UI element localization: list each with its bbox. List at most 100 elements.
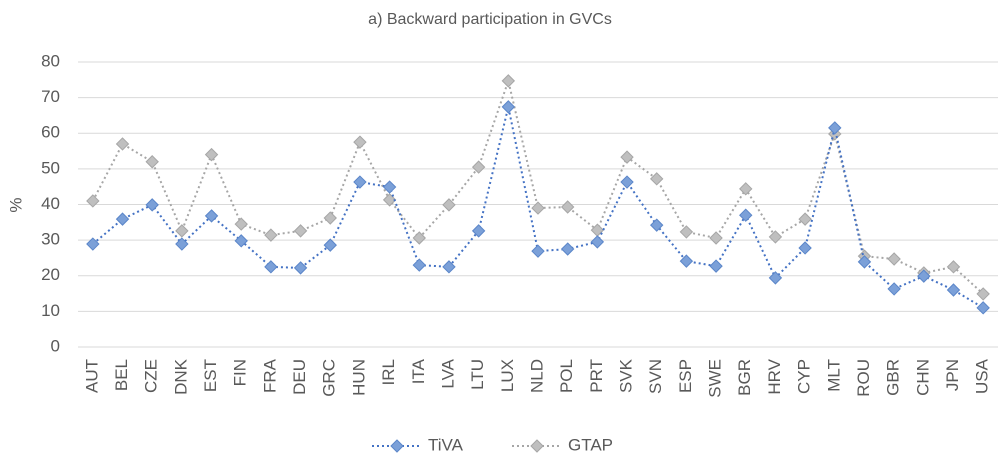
- data-point: [917, 269, 931, 283]
- data-point: [560, 200, 575, 214]
- data-point: [650, 172, 664, 186]
- x-tick-label: SVK: [617, 358, 636, 393]
- data-point: [739, 208, 753, 222]
- data-point: [234, 234, 248, 248]
- data-point: [709, 259, 723, 273]
- data-point: [709, 231, 723, 245]
- y-tick-label: 80: [41, 51, 60, 70]
- y-tick-label: 60: [41, 123, 60, 142]
- x-tick-label: GRC: [320, 359, 339, 397]
- data-point: [739, 182, 753, 196]
- y-tick-label: 50: [41, 158, 60, 177]
- x-tick-label: SVN: [646, 359, 665, 394]
- x-tick-label: CZE: [142, 359, 161, 393]
- legend-label: GTAP: [568, 435, 613, 454]
- data-point: [264, 260, 278, 274]
- x-tick-label: HRV: [765, 358, 784, 394]
- data-point: [620, 150, 634, 164]
- x-tick-label: ITA: [409, 358, 428, 384]
- x-tick-label: DEU: [290, 359, 309, 395]
- data-point: [293, 261, 308, 275]
- data-point: [857, 255, 872, 269]
- data-point: [353, 135, 367, 149]
- data-point: [204, 209, 219, 223]
- x-tick-label: EST: [201, 359, 220, 392]
- data-point: [204, 147, 219, 162]
- data-point: [946, 283, 961, 297]
- data-point: [828, 121, 842, 135]
- x-tick-label: FRA: [260, 358, 279, 393]
- data-point: [145, 198, 159, 212]
- data-point: [442, 260, 456, 274]
- data-point: [382, 193, 397, 207]
- data-point: [679, 225, 694, 239]
- x-tick-label: DNK: [171, 358, 190, 395]
- data-point: [620, 175, 634, 189]
- x-tick-label: POL: [557, 359, 576, 393]
- data-point: [382, 180, 397, 194]
- data-point: [412, 231, 426, 245]
- data-point: [323, 238, 337, 252]
- data-point: [145, 155, 159, 169]
- x-tick-label: JPN: [943, 359, 962, 391]
- data-point: [412, 258, 426, 272]
- chart-title: a) Backward participation in GVCs: [368, 11, 612, 28]
- x-tick-label: HUN: [349, 359, 368, 396]
- y-tick-label: 30: [41, 230, 60, 249]
- data-point: [86, 194, 100, 208]
- data-point: [887, 252, 901, 266]
- data-point: [650, 218, 664, 232]
- data-point: [976, 287, 990, 301]
- x-tick-label: GBR: [884, 359, 903, 396]
- data-point: [887, 282, 901, 296]
- x-tick-label: AUT: [82, 359, 101, 393]
- data-point: [115, 137, 130, 151]
- x-tick-label: BGR: [735, 359, 754, 396]
- data-point: [531, 201, 545, 215]
- y-tick-label: 0: [51, 336, 60, 355]
- data-point: [234, 217, 248, 231]
- data-point: [679, 254, 694, 268]
- data-point: [175, 237, 189, 251]
- data-point: [976, 301, 990, 315]
- x-tick-label: ROU: [854, 359, 873, 397]
- series-line: [91, 77, 984, 295]
- y-tick-label: 20: [41, 265, 60, 284]
- data-point: [175, 224, 189, 238]
- data-point: [471, 160, 486, 174]
- y-tick-label: 70: [41, 87, 60, 106]
- x-tick-label: SWE: [706, 359, 725, 398]
- data-point: [471, 224, 486, 238]
- data-point: [264, 228, 278, 242]
- data-point: [768, 230, 783, 244]
- legend-marker: [530, 439, 544, 453]
- data-point: [323, 211, 337, 225]
- data-point: [560, 242, 575, 256]
- data-point: [798, 212, 812, 226]
- legend-label: TiVA: [428, 435, 464, 454]
- x-tick-label: NLD: [527, 359, 546, 393]
- data-point: [293, 224, 308, 238]
- x-tick-label: LTU: [468, 359, 487, 390]
- x-tick-label: CHN: [913, 359, 932, 396]
- data-point: [768, 271, 783, 285]
- y-axis-label: %: [6, 197, 25, 212]
- legend-marker: [390, 439, 404, 453]
- data-point: [501, 100, 516, 114]
- data-point: [353, 175, 367, 189]
- x-tick-label: BEL: [112, 359, 131, 391]
- x-tick-label: CYP: [795, 359, 814, 394]
- data-point: [86, 237, 100, 251]
- y-tick-label: 40: [41, 194, 60, 213]
- x-tick-label: MLT: [824, 359, 843, 392]
- x-tick-label: ESP: [676, 359, 695, 393]
- data-point: [946, 260, 961, 274]
- x-tick-label: IRL: [379, 359, 398, 385]
- x-tick-label: LUX: [498, 359, 517, 392]
- x-tick-label: LVA: [438, 358, 457, 388]
- x-tick-label: FIN: [231, 359, 250, 386]
- y-tick-label: 10: [41, 301, 60, 320]
- data-point: [590, 235, 605, 249]
- data-point: [531, 244, 545, 258]
